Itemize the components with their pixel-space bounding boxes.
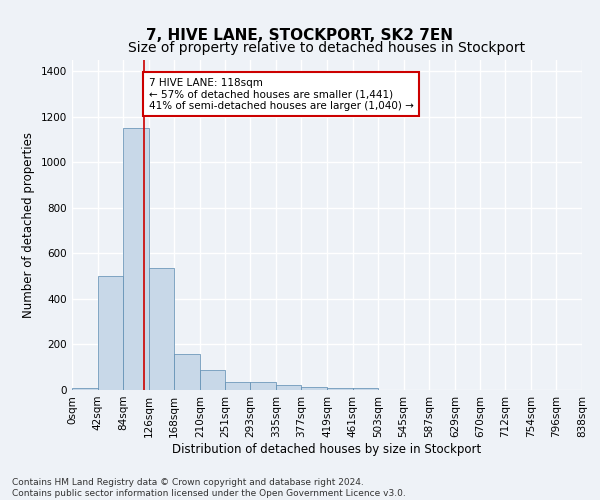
Bar <box>301 386 327 390</box>
Y-axis label: Number of detached properties: Number of detached properties <box>22 132 35 318</box>
Bar <box>200 370 225 390</box>
Text: Contains HM Land Registry data © Crown copyright and database right 2024.
Contai: Contains HM Land Registry data © Crown c… <box>12 478 406 498</box>
Bar <box>149 268 174 390</box>
Bar <box>225 382 250 390</box>
Bar <box>123 128 149 390</box>
Bar <box>250 382 276 390</box>
Bar <box>98 276 123 390</box>
Text: 7, HIVE LANE, STOCKPORT, SK2 7EN: 7, HIVE LANE, STOCKPORT, SK2 7EN <box>146 28 454 42</box>
Text: 7 HIVE LANE: 118sqm
← 57% of detached houses are smaller (1,441)
41% of semi-det: 7 HIVE LANE: 118sqm ← 57% of detached ho… <box>149 78 413 110</box>
Bar <box>353 388 378 390</box>
Title: Size of property relative to detached houses in Stockport: Size of property relative to detached ho… <box>128 40 526 54</box>
Bar <box>72 388 98 390</box>
Bar <box>174 354 200 390</box>
Bar <box>276 386 301 390</box>
Bar <box>327 388 353 390</box>
X-axis label: Distribution of detached houses by size in Stockport: Distribution of detached houses by size … <box>172 442 482 456</box>
